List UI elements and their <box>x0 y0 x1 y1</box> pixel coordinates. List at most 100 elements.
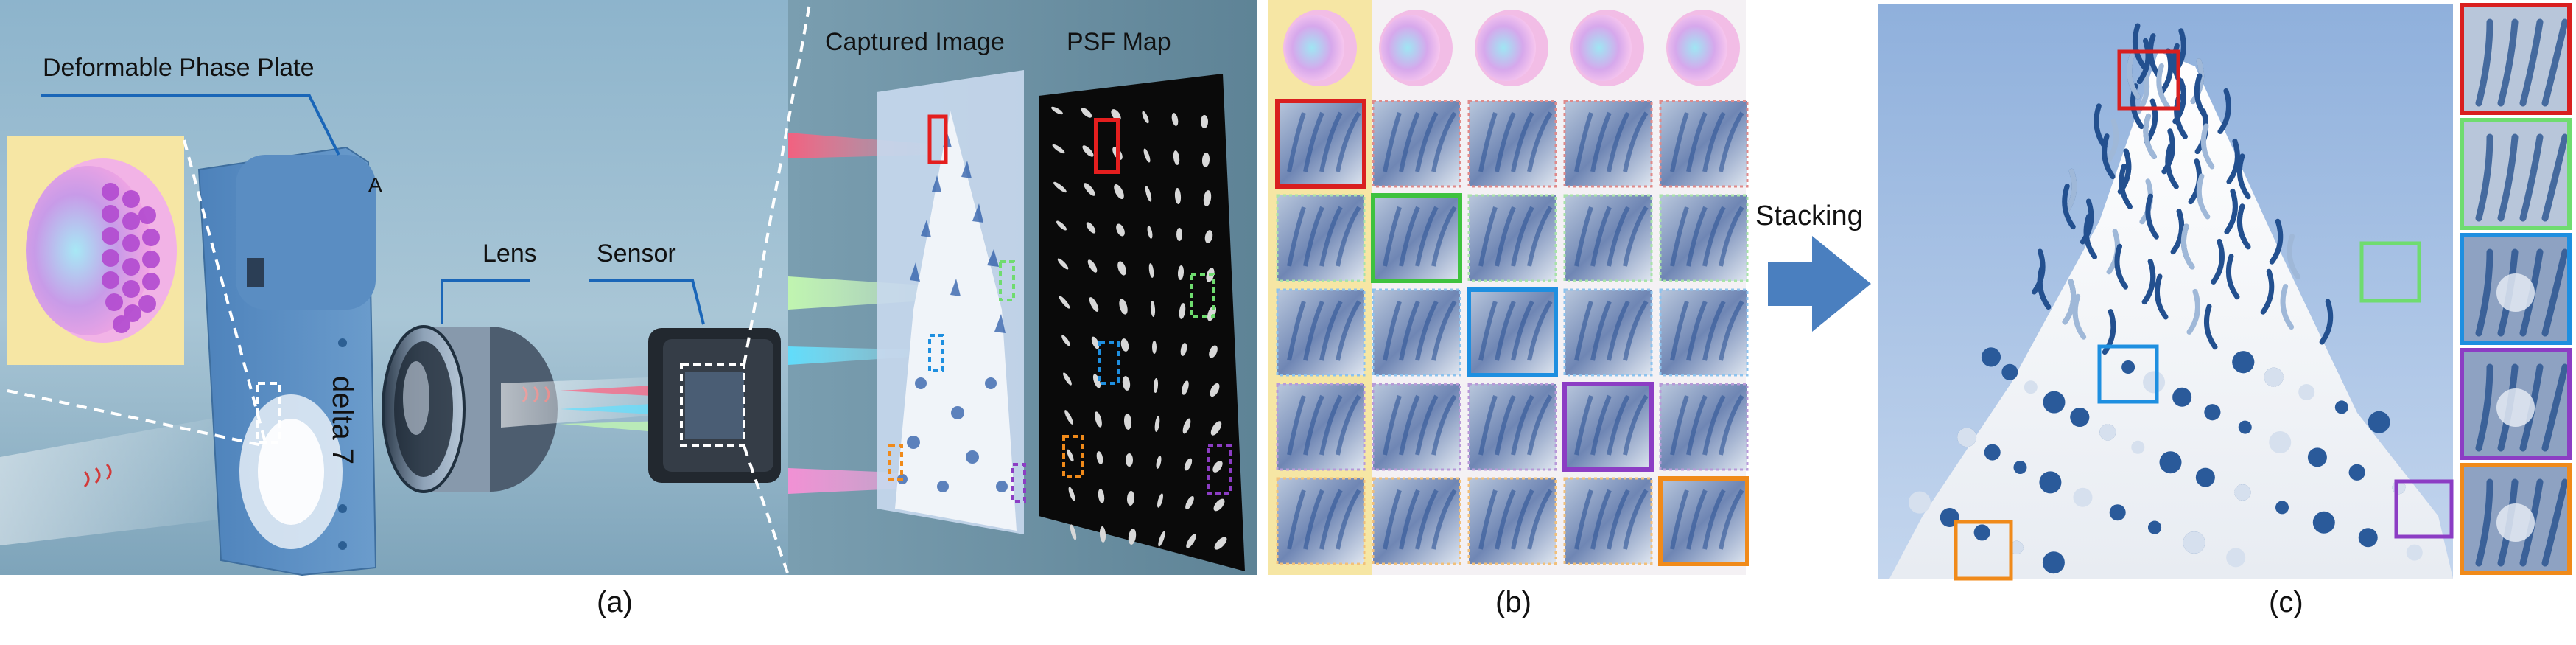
spike <box>2132 23 2147 69</box>
psf-dot <box>1123 414 1132 430</box>
spike <box>2127 53 2141 100</box>
spike <box>2260 268 2275 315</box>
incoming-light-beam <box>0 413 250 545</box>
zoomed-crop-frame <box>2460 118 2572 230</box>
sculpture-spikes <box>1908 23 2423 574</box>
captured-image-plane <box>877 70 1026 534</box>
psf-dot <box>1087 259 1098 273</box>
tile-frame <box>1372 288 1461 377</box>
zoomed-crop-frame <box>2460 348 2572 460</box>
psf-dot <box>1185 495 1194 510</box>
psf-dot <box>1061 335 1070 346</box>
psf-dot <box>1143 148 1151 163</box>
tile-frame <box>1276 194 1366 282</box>
psf-dot <box>1177 265 1185 280</box>
spike <box>2217 88 2231 134</box>
bead <box>2234 484 2251 501</box>
psf-dot <box>1176 228 1182 241</box>
phase-plate-inset <box>7 136 281 447</box>
stacking-arrow: Stacking <box>1755 201 1871 332</box>
spike <box>2203 304 2218 350</box>
device-brand-label: delta 7 <box>326 376 359 464</box>
bead <box>2024 380 2038 394</box>
psf-roi-blue <box>1098 341 1120 385</box>
spike <box>2102 309 2116 355</box>
bead <box>2183 531 2205 554</box>
bead <box>2039 471 2062 494</box>
lens <box>382 325 558 493</box>
sensor-label: Sensor <box>597 240 676 268</box>
device-mark-label: A <box>368 173 382 196</box>
tile-frame <box>1467 194 1557 282</box>
bead <box>2275 501 2289 515</box>
spike <box>2225 254 2240 300</box>
psf-dot <box>1081 108 1092 118</box>
psf-dot <box>1173 150 1180 165</box>
blurred-crop-tile <box>1276 288 1366 377</box>
spike <box>2062 184 2076 230</box>
spike <box>2105 118 2119 164</box>
spike <box>2236 203 2251 250</box>
panel-b: (b) <box>1268 0 1749 618</box>
device-port-icon <box>247 258 264 287</box>
psf-dot <box>1068 487 1075 501</box>
bead <box>2013 461 2027 474</box>
bead <box>1908 491 1931 514</box>
bead <box>2159 451 2182 474</box>
blurred-crop-tile <box>1371 193 1462 283</box>
psf-dot <box>1099 526 1106 543</box>
tile-frame <box>1659 100 1749 188</box>
psf-dot <box>1212 461 1223 473</box>
psf-dot <box>1092 374 1101 388</box>
zoomed-crop <box>2460 118 2572 230</box>
bead <box>2368 411 2390 433</box>
spike <box>2211 238 2225 285</box>
psf-dot <box>1154 416 1160 432</box>
psf-dot <box>1210 421 1222 436</box>
wave-marks-left <box>83 463 112 488</box>
bead <box>2269 431 2292 453</box>
captured-roi-purple <box>1011 463 1026 503</box>
blurred-crop-tile <box>1372 383 1461 471</box>
bead <box>2307 447 2327 467</box>
spike <box>2161 128 2175 175</box>
captured-image-label: Captured Image <box>825 28 1005 56</box>
spike <box>2224 188 2238 234</box>
spike <box>2062 279 2077 325</box>
selected-tile-frame <box>1467 287 1558 377</box>
bead <box>1981 347 2001 367</box>
tile-frame <box>1372 383 1461 471</box>
selected-tile-frame <box>1371 193 1462 283</box>
tile-frame <box>1659 288 1749 377</box>
captured-roi-blue <box>928 334 944 372</box>
psf-dot <box>1150 301 1156 317</box>
phase-plate-label: Deformable Phase Plate <box>43 54 315 82</box>
psf-roi-orange <box>1062 435 1084 478</box>
psf-dot <box>1201 153 1210 167</box>
panel-c-roi-red <box>2117 49 2180 111</box>
tile-frame <box>1563 194 1653 282</box>
psf-dot <box>1157 493 1163 508</box>
phase-plate-thumbnail <box>1570 10 1644 86</box>
bead <box>2143 371 2166 394</box>
spike <box>2319 299 2334 345</box>
psf-dot <box>1182 380 1189 395</box>
blurred-crop-tile <box>1659 383 1749 471</box>
blurred-crop-tile <box>1276 194 1366 282</box>
bead <box>2109 504 2126 521</box>
blurred-crop-tile <box>1658 476 1749 566</box>
psf-dot <box>1128 529 1137 545</box>
spike <box>2196 173 2211 220</box>
panel-c-roi-blue <box>2097 344 2159 404</box>
spike <box>2137 38 2151 84</box>
blurred-crop-tile <box>1372 288 1461 377</box>
spike <box>2226 138 2240 184</box>
tile-frame <box>1659 194 1749 282</box>
blurred-crop-tile <box>1372 477 1461 565</box>
psf-dot <box>1064 410 1073 425</box>
spike <box>2143 113 2157 159</box>
blurred-crop-tile <box>1563 288 1653 377</box>
psf-map-label: PSF Map <box>1067 28 1171 56</box>
psf-dot <box>1098 489 1105 503</box>
spike <box>2159 48 2174 94</box>
